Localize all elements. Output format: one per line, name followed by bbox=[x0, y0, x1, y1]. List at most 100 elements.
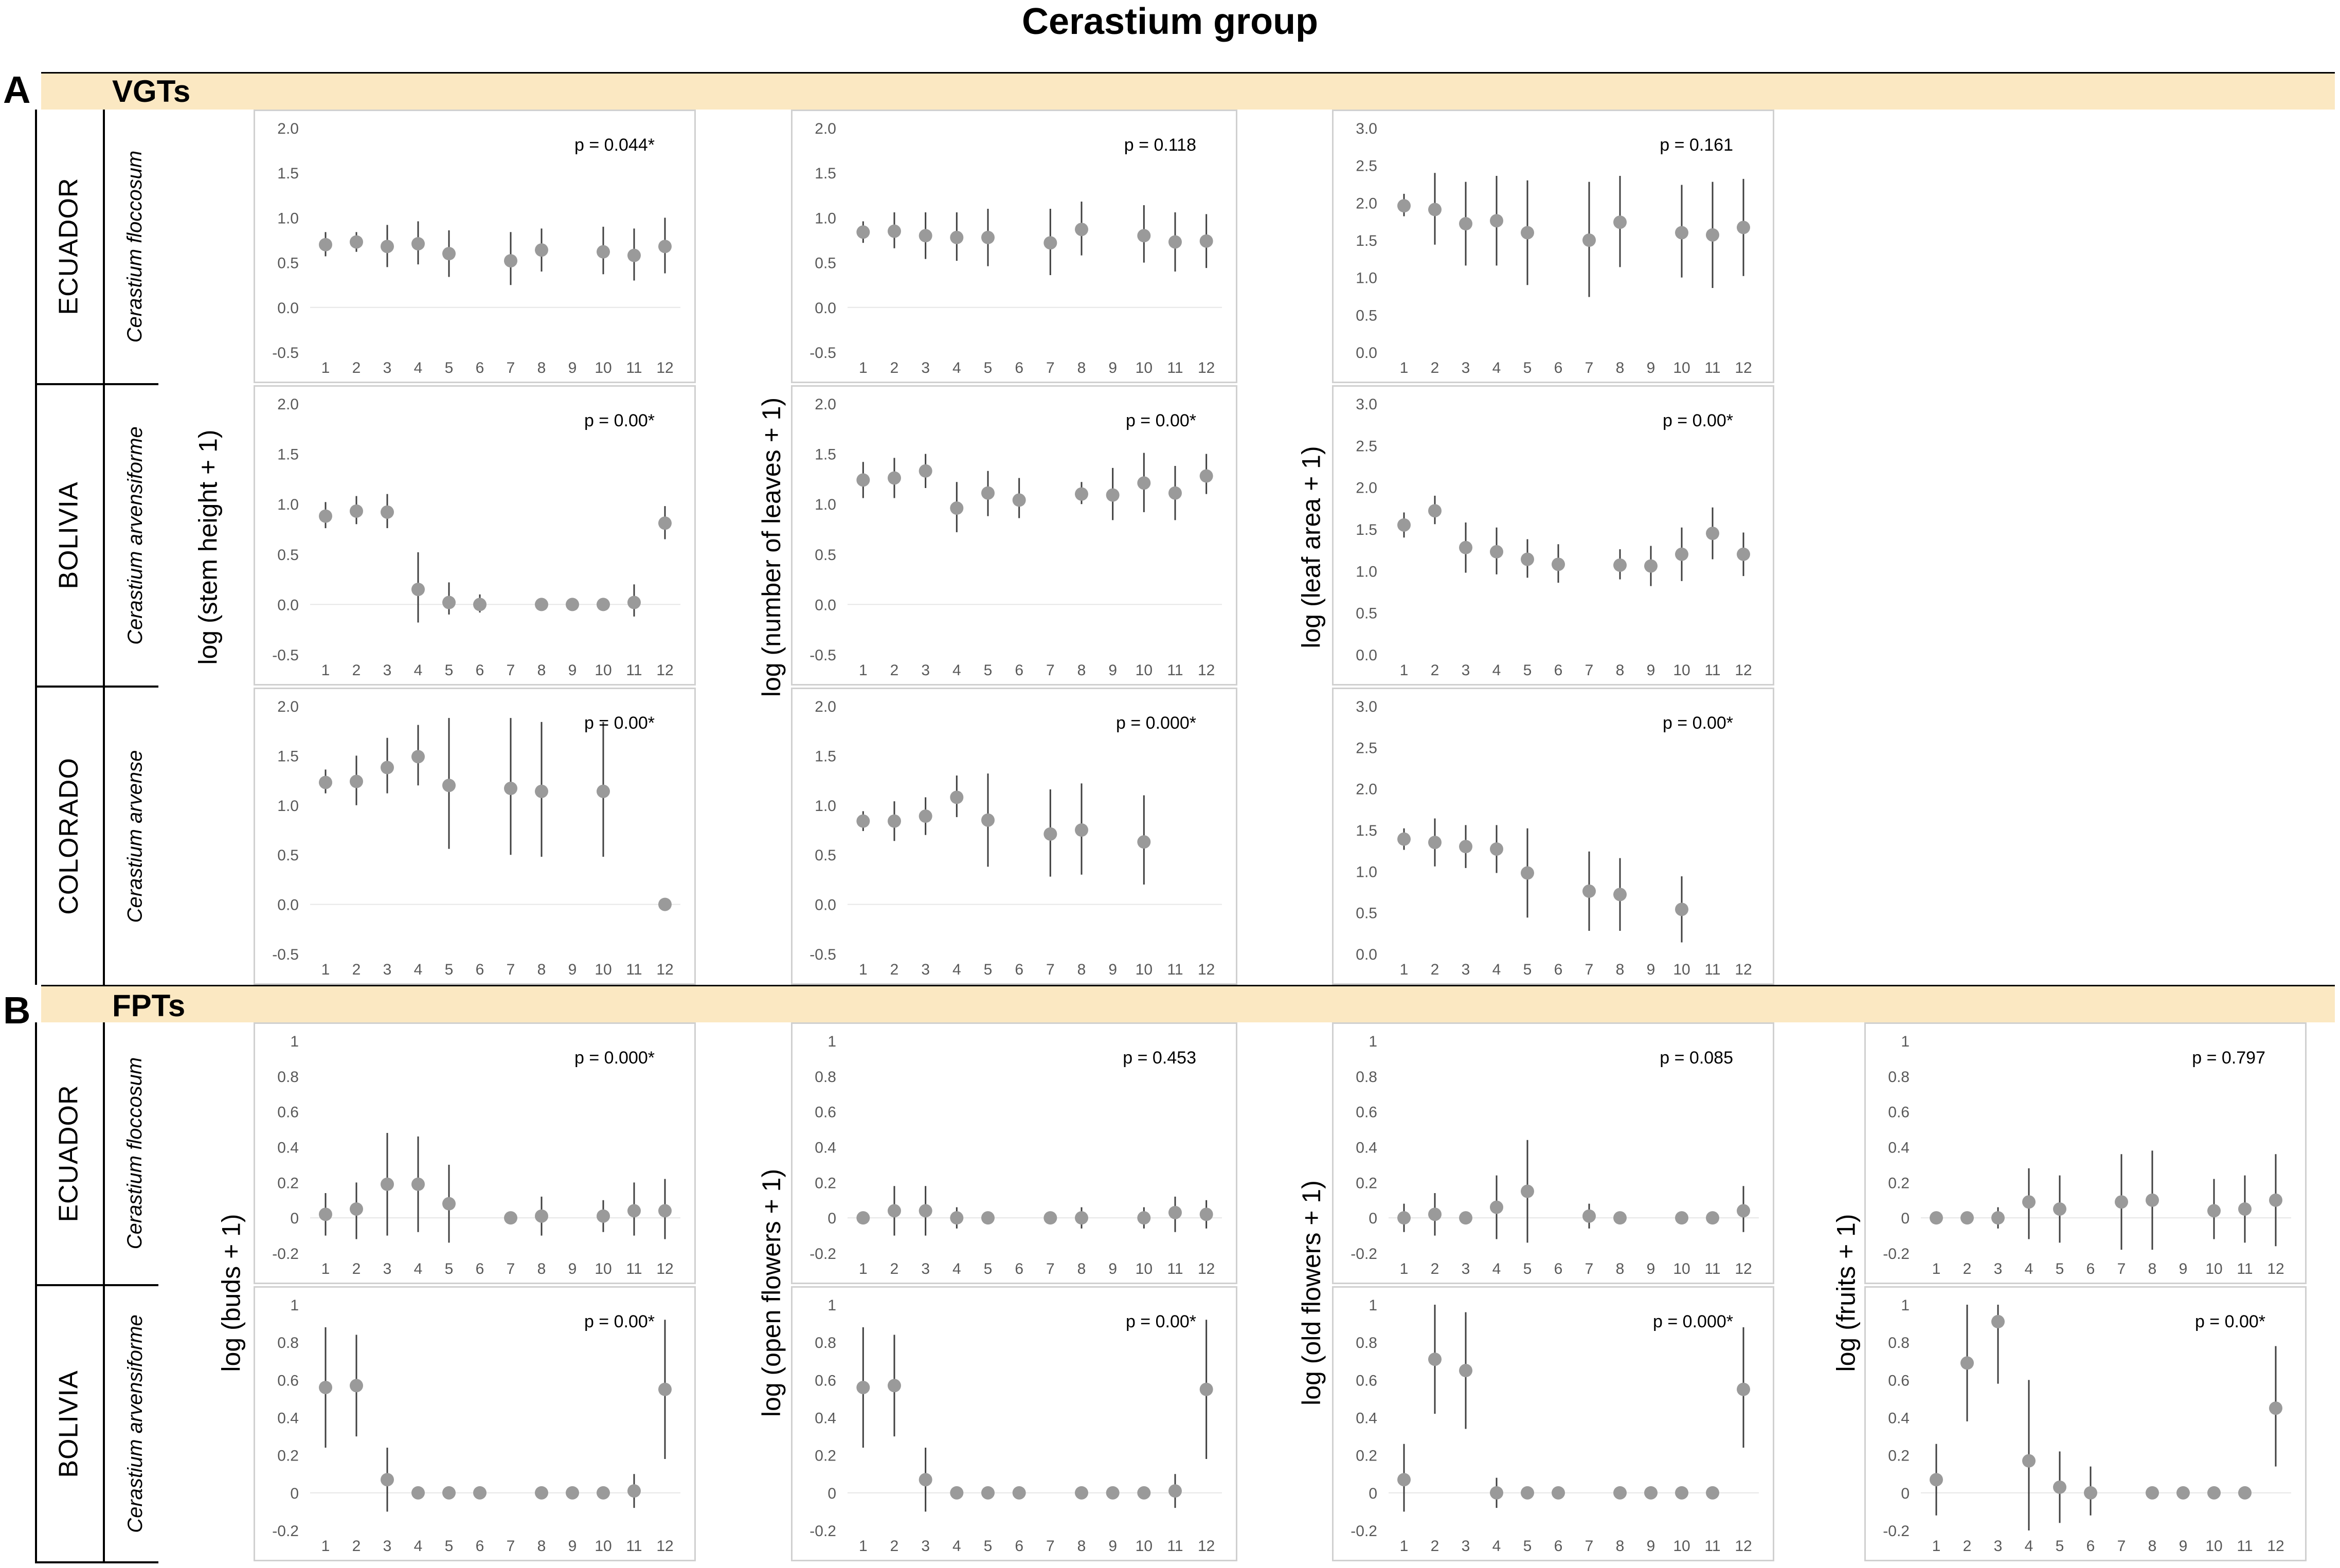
x-tick-label: 8 bbox=[1077, 1538, 1086, 1555]
y-tick-label: 0.6 bbox=[1888, 1372, 1910, 1389]
x-tick-label: 7 bbox=[2117, 1538, 2126, 1555]
data-point bbox=[1428, 203, 1442, 217]
x-tick-label: 9 bbox=[568, 1260, 577, 1277]
data-point bbox=[2022, 1454, 2036, 1468]
y-tick-label: 1 bbox=[1369, 1297, 1377, 1314]
y-tick-label: 0.0 bbox=[277, 597, 299, 614]
x-tick-label: 8 bbox=[537, 359, 546, 376]
x-tick-label: 1 bbox=[321, 1260, 330, 1277]
row-separator-b1 bbox=[35, 1284, 158, 1286]
x-tick-label: 1 bbox=[321, 359, 330, 376]
x-tick-label: 12 bbox=[1198, 961, 1215, 978]
p-value-label: p = 0.797 bbox=[2192, 1048, 2265, 1068]
data-point bbox=[1737, 1382, 1750, 1396]
x-tick-label: 2 bbox=[890, 662, 899, 679]
data-point bbox=[950, 790, 964, 804]
y-tick-label: 0.0 bbox=[277, 300, 299, 317]
x-tick-label: 7 bbox=[507, 359, 515, 376]
data-point bbox=[381, 761, 394, 774]
x-tick-label: 2 bbox=[1963, 1538, 1972, 1555]
x-tick-label: 9 bbox=[1108, 1260, 1117, 1277]
x-tick-label: 6 bbox=[1015, 359, 1023, 376]
row-country-vgt-colorado: COLORADO bbox=[54, 758, 84, 915]
row-separator-a1 bbox=[35, 383, 158, 385]
y-tick-label: 0.0 bbox=[815, 300, 836, 317]
y-tick-label: 3.0 bbox=[1356, 396, 1377, 413]
y-tick-label: 0 bbox=[290, 1485, 299, 1502]
x-tick-label: 2 bbox=[1963, 1260, 1972, 1277]
y-tick-label: 0.0 bbox=[1356, 345, 1377, 362]
x-tick-label: 5 bbox=[1523, 1538, 1532, 1555]
x-tick-label: 11 bbox=[626, 961, 642, 978]
y-tick-label: 1.5 bbox=[1356, 232, 1377, 249]
y-tick-label: 0.6 bbox=[815, 1372, 836, 1389]
x-tick-label: 2 bbox=[1431, 359, 1439, 376]
y-tick-label: 1.5 bbox=[1356, 521, 1377, 538]
p-value-label: p = 0.00* bbox=[1663, 411, 1733, 430]
x-tick-label: 10 bbox=[595, 1538, 611, 1555]
data-point bbox=[504, 1211, 517, 1225]
chart-fruits-bolivia: 10.80.60.40.20-0.21 2 3 4 5 6 7 8 9 10 11 12p = 0.0… bbox=[1864, 1286, 2307, 1561]
data-point bbox=[411, 750, 425, 764]
data-point bbox=[319, 776, 332, 789]
x-tick-label: 5 bbox=[1523, 1260, 1532, 1277]
rowlabel-left-border-b bbox=[35, 1022, 37, 1563]
p-value-label: p = 0.453 bbox=[1123, 1048, 1196, 1068]
data-point bbox=[950, 501, 964, 515]
data-point bbox=[658, 516, 672, 530]
x-tick-label: 7 bbox=[507, 961, 515, 978]
x-tick-label: 4 bbox=[414, 662, 423, 679]
x-tick-label: 12 bbox=[1735, 1260, 1752, 1277]
data-point bbox=[1930, 1211, 1943, 1225]
data-point bbox=[1613, 215, 1627, 229]
x-tick-label: 5 bbox=[445, 961, 454, 978]
panel-frame bbox=[791, 110, 1237, 383]
y-tick-label: 0.5 bbox=[277, 255, 299, 272]
p-value-label: p = 0.044* bbox=[574, 135, 655, 155]
data-point bbox=[381, 240, 394, 254]
x-tick-label: 5 bbox=[984, 1260, 993, 1277]
data-point bbox=[1168, 1484, 1182, 1498]
y-tick-label: -0.2 bbox=[1883, 1523, 1910, 1540]
data-point bbox=[950, 1486, 964, 1500]
y-tick-label: 0.4 bbox=[815, 1140, 836, 1157]
x-tick-label: 8 bbox=[1077, 359, 1086, 376]
x-tick-label: 11 bbox=[1704, 662, 1720, 679]
chart-stem-height-bolivia: 2.01.51.00.50.0-0.51 2 3 4 5 6 7 8 9 10 11 12p = 0.… bbox=[254, 385, 696, 686]
data-point bbox=[658, 240, 672, 254]
p-value-label: p = 0.00* bbox=[1126, 411, 1196, 430]
x-tick-label: 2 bbox=[1431, 961, 1439, 978]
chart-stem-height-colorado: 2.01.51.00.50.0-0.51 2 3 4 5 6 7 8 9 10 11 12p = 0.… bbox=[254, 688, 696, 985]
x-tick-label: 7 bbox=[1585, 1260, 1594, 1277]
x-tick-label: 11 bbox=[1704, 359, 1720, 376]
data-point bbox=[1675, 547, 1688, 561]
data-point bbox=[1675, 1486, 1688, 1500]
row-species-vgt-bolivia: Cerastium arvensiforme bbox=[123, 426, 147, 645]
x-tick-label: 9 bbox=[1108, 1538, 1117, 1555]
x-tick-label: 10 bbox=[595, 662, 611, 679]
y-tick-label: 2.5 bbox=[1356, 158, 1377, 175]
chart-number-of-leaves-bolivia: 2.01.51.00.50.0-0.51 2 3 4 5 6 7 8 9 10 11 12p = 0.… bbox=[791, 385, 1237, 686]
data-point bbox=[1490, 214, 1503, 228]
data-point bbox=[981, 230, 995, 244]
x-tick-label: 6 bbox=[1554, 961, 1563, 978]
y-tick-label: 0.2 bbox=[277, 1448, 299, 1465]
x-tick-label: 5 bbox=[984, 961, 993, 978]
panel-frame bbox=[791, 385, 1237, 686]
data-point bbox=[411, 1177, 425, 1191]
x-tick-label: 5 bbox=[2056, 1538, 2064, 1555]
row-country-fpt-ecuador: ECUADOR bbox=[54, 1084, 84, 1222]
data-point bbox=[888, 471, 901, 485]
x-tick-label: 2 bbox=[352, 359, 361, 376]
panel-frame bbox=[254, 1286, 696, 1561]
data-point bbox=[2146, 1486, 2159, 1500]
x-tick-label: 10 bbox=[1136, 1260, 1153, 1277]
x-tick-label: 1 bbox=[859, 961, 868, 978]
y-tick-label: 1 bbox=[290, 1033, 299, 1050]
chart-stem-height-ecuador: 2.01.51.00.50.0-0.51 2 3 4 5 6 7 8 9 10 11 12p = 0.… bbox=[254, 110, 696, 383]
x-tick-label: 7 bbox=[1585, 961, 1594, 978]
y-tick-label: -0.2 bbox=[809, 1246, 836, 1263]
x-tick-label: 12 bbox=[2267, 1260, 2284, 1277]
panel-frame bbox=[254, 385, 696, 686]
data-point bbox=[504, 254, 517, 268]
